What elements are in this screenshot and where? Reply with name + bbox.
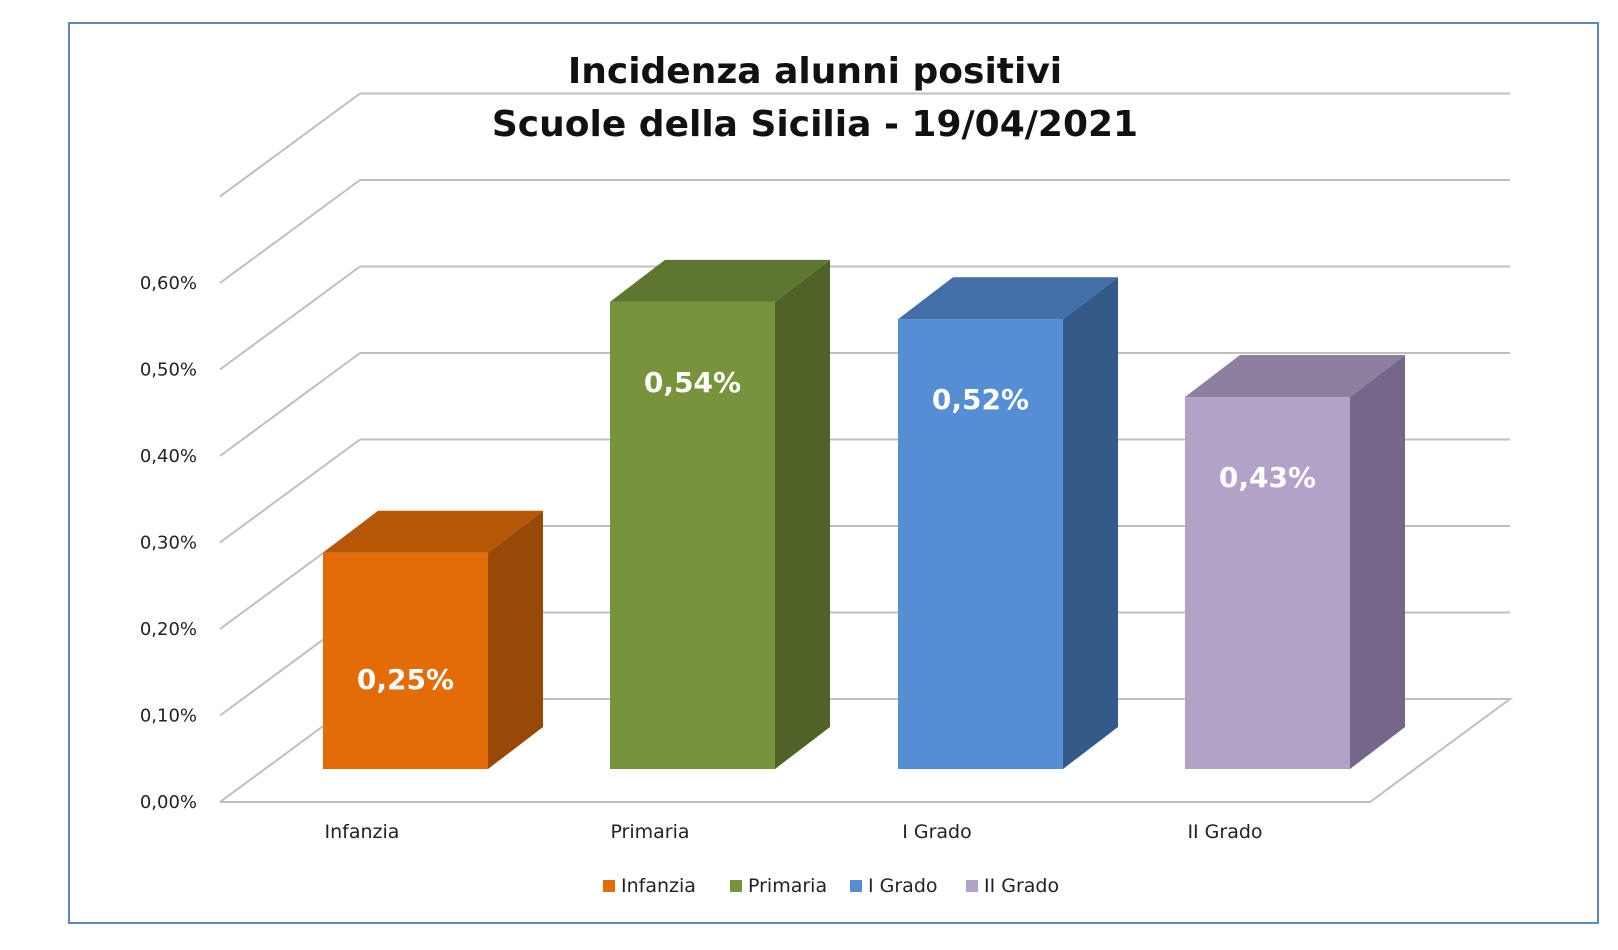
bar-side bbox=[488, 510, 543, 769]
legend-swatch bbox=[730, 880, 742, 892]
legend-swatch bbox=[966, 880, 978, 892]
gridline-side bbox=[219, 438, 361, 544]
bar-group: 0,52% bbox=[898, 277, 1118, 769]
chart-subtitle: Scuole della Sicilia - 19/04/2021 bbox=[492, 104, 1138, 145]
bar-front bbox=[610, 301, 775, 769]
legend-item: II Grado bbox=[966, 875, 1059, 897]
bar-side bbox=[1063, 277, 1118, 769]
y-tick-label: 0,40% bbox=[140, 446, 197, 467]
y-tick-label: 0,60% bbox=[140, 273, 197, 294]
gridline-side bbox=[219, 265, 361, 371]
legend: Infanzia Primaria I Grado II Grado bbox=[603, 875, 1059, 897]
bar-top bbox=[610, 259, 830, 302]
category-label: Primaria bbox=[610, 821, 689, 843]
gridline-side bbox=[219, 179, 361, 284]
legend-swatch bbox=[850, 880, 862, 892]
bar-top bbox=[898, 277, 1118, 320]
legend-item: Primaria bbox=[730, 875, 827, 897]
category-labels: Infanzia Primaria I Grado II Grado bbox=[325, 821, 1263, 843]
gridline-side bbox=[219, 92, 361, 198]
bar-value-label: 0,43% bbox=[1219, 461, 1316, 494]
y-tick-label: 0,50% bbox=[140, 360, 197, 381]
legend-label: Primaria bbox=[748, 875, 827, 897]
bar-top bbox=[1185, 355, 1405, 398]
legend-item: Infanzia bbox=[603, 875, 696, 897]
category-label: II Grado bbox=[1187, 821, 1262, 843]
legend-swatch bbox=[603, 880, 615, 892]
bar-group: 0,25% bbox=[323, 510, 543, 769]
y-tick-label: 0,20% bbox=[140, 619, 197, 640]
bar-value-label: 0,54% bbox=[644, 366, 741, 399]
bar-group: 0,43% bbox=[1185, 355, 1405, 769]
legend-item: I Grado bbox=[850, 875, 938, 897]
legend-label: Infanzia bbox=[621, 875, 696, 897]
y-tick-label: 0,00% bbox=[140, 792, 197, 813]
bar-side bbox=[1350, 355, 1405, 769]
bar-front bbox=[323, 552, 488, 769]
bar-value-label: 0,52% bbox=[932, 383, 1029, 416]
legend-label: II Grado bbox=[984, 875, 1059, 897]
bar-front bbox=[1185, 397, 1350, 769]
bars-layer: 0,25% 0,54% 0,52% 0,43% bbox=[323, 259, 1405, 769]
bar-side bbox=[775, 259, 830, 769]
bar-top bbox=[323, 510, 543, 553]
chart-title: Incidenza alunni positivi bbox=[568, 51, 1062, 92]
bar-front bbox=[898, 319, 1063, 769]
bar-value-label: 0,25% bbox=[357, 663, 454, 696]
y-axis: 0,00% 0,10% 0,20% 0,30% 0,40% 0,50% 0,60% bbox=[140, 273, 197, 813]
y-tick-label: 0,10% bbox=[140, 706, 197, 727]
category-label: Infanzia bbox=[325, 821, 400, 843]
y-tick-label: 0,30% bbox=[140, 533, 197, 554]
category-label: I Grado bbox=[902, 821, 972, 843]
legend-label: I Grado bbox=[868, 875, 938, 897]
gridline-side bbox=[219, 352, 361, 457]
bar-group: 0,54% bbox=[610, 259, 830, 769]
